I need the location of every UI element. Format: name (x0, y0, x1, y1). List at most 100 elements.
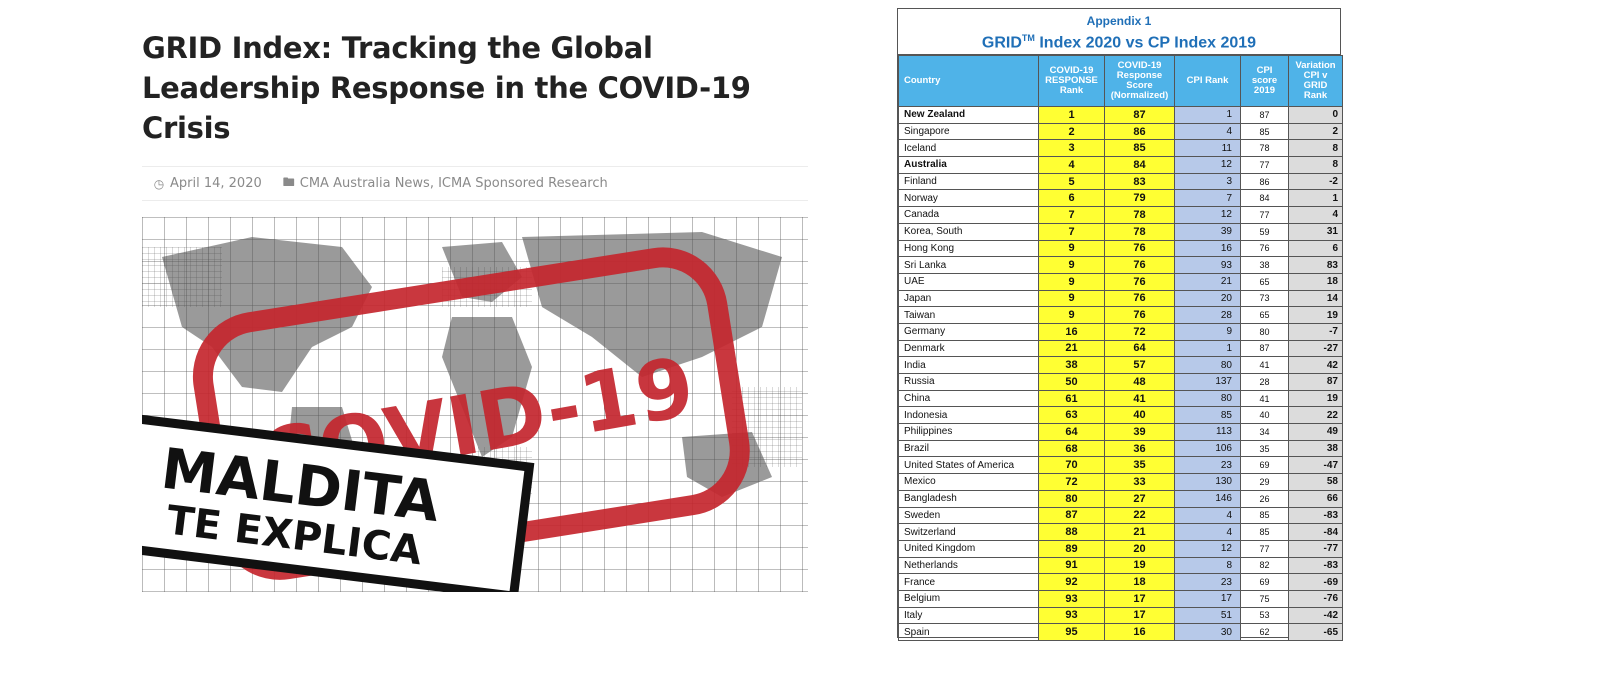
cpi-score-cell: 65 (1240, 306, 1289, 324)
table-row: Japan 9 76 20 73 14 (898, 289, 1343, 308)
header-cpi-score: CPI score 2019 (1240, 55, 1289, 107)
variation-cell: -83 (1288, 506, 1343, 525)
article-categories[interactable]: CMA Australia News, ICMA Sponsored Resea… (299, 176, 608, 191)
variation-cell: -76 (1288, 589, 1343, 608)
table-row: Russia 50 48 137 28 87 (898, 373, 1343, 391)
country-cell: Norway (898, 189, 1039, 208)
response-score-cell: 78 (1104, 206, 1175, 224)
cpi-score-cell: 69 (1240, 456, 1289, 475)
country-cell: New Zealand (898, 106, 1039, 124)
table-row: Netherlands 91 19 8 82 -83 (898, 556, 1343, 575)
cpi-rank-cell: 93 (1174, 256, 1241, 274)
response-score-cell: 17 (1104, 606, 1175, 625)
table-row: New Zealand 1 87 1 87 0 (898, 106, 1343, 124)
cpi-rank-cell: 21 (1174, 272, 1241, 291)
cpi-rank-cell: 17 (1174, 589, 1241, 608)
response-rank-cell: 88 (1038, 523, 1105, 541)
title-line-1: GRID Index: Tracking the Global (142, 31, 653, 65)
response-rank-cell: 72 (1038, 473, 1105, 491)
appendix-table-panel: Appendix 1 GRIDTM Index 2020 vs CP Index… (897, 8, 1343, 641)
response-rank-cell: 70 (1038, 456, 1105, 475)
country-cell: Philippines (898, 423, 1039, 441)
response-score-cell: 84 (1104, 156, 1175, 174)
table-row: Canada 7 78 12 77 4 (898, 206, 1343, 224)
cpi-score-cell: 78 (1240, 139, 1289, 158)
response-score-cell: 27 (1104, 489, 1175, 508)
table-row: Sweden 87 22 4 85 -83 (898, 506, 1343, 525)
country-cell: Iceland (898, 139, 1039, 158)
cpi-rank-cell: 113 (1174, 423, 1241, 441)
response-score-cell: 83 (1104, 172, 1175, 191)
response-rank-cell: 64 (1038, 423, 1105, 441)
response-rank-cell: 6 (1038, 189, 1105, 208)
country-cell: Spain (898, 623, 1039, 641)
article-title[interactable]: GRID Index: Tracking the Global Leadersh… (142, 28, 808, 148)
response-rank-cell: 38 (1038, 356, 1105, 374)
response-rank-cell: 1 (1038, 106, 1105, 124)
table-row: Singapore 2 86 4 85 2 (898, 122, 1343, 141)
response-score-cell: 76 (1104, 289, 1175, 308)
variation-cell: -65 (1288, 623, 1343, 641)
variation-cell: 87 (1288, 373, 1343, 391)
cpi-rank-cell: 4 (1174, 523, 1241, 541)
article-meta: ◷ April 14, 2020 🖿 CMA Australia News, I… (142, 166, 808, 201)
response-score-cell: 36 (1104, 439, 1175, 458)
cpi-score-cell: 41 (1240, 389, 1289, 408)
response-score-cell: 76 (1104, 306, 1175, 324)
table-row: Brazil 68 36 106 35 38 (898, 439, 1343, 458)
variation-cell: -42 (1288, 606, 1343, 625)
cpi-score-cell: 77 (1240, 156, 1289, 174)
country-cell: Russia (898, 373, 1039, 391)
country-cell: UAE (898, 272, 1039, 291)
cpi-rank-cell: 137 (1174, 373, 1241, 391)
variation-cell: -27 (1288, 339, 1343, 358)
response-rank-cell: 63 (1038, 406, 1105, 425)
country-cell: Indonesia (898, 406, 1039, 425)
response-score-cell: 76 (1104, 256, 1175, 274)
country-cell: United States of America (898, 456, 1039, 475)
table-header-row: Country COVID-19 RESPONSE Rank COVID-19 … (898, 55, 1343, 107)
table-row: Iceland 3 85 11 78 8 (898, 139, 1343, 158)
variation-cell: 49 (1288, 423, 1343, 441)
cpi-rank-cell: 106 (1174, 439, 1241, 458)
table-row: Finland 5 83 3 86 -2 (898, 172, 1343, 191)
response-rank-cell: 16 (1038, 322, 1105, 341)
response-rank-cell: 50 (1038, 373, 1105, 391)
table-row: India 38 57 80 41 42 (898, 356, 1343, 374)
variation-cell: -47 (1288, 456, 1343, 475)
response-score-cell: 40 (1104, 406, 1175, 425)
variation-cell: 58 (1288, 473, 1343, 491)
header-response-rank: COVID-19 RESPONSE Rank (1038, 55, 1105, 107)
country-cell: Bangladesh (898, 489, 1039, 508)
table-row: Mexico 72 33 130 29 58 (898, 473, 1343, 491)
table-row: Italy 93 17 51 53 -42 (898, 606, 1343, 625)
variation-cell: 6 (1288, 239, 1343, 258)
response-score-cell: 86 (1104, 122, 1175, 141)
country-cell: Denmark (898, 339, 1039, 358)
variation-cell: 31 (1288, 222, 1343, 241)
table-row: Spain 95 16 30 62 -65 (898, 623, 1343, 641)
table-row: UAE 9 76 21 65 18 (898, 272, 1343, 291)
table-row: United Kingdom 89 20 12 77 -77 (898, 539, 1343, 558)
response-rank-cell: 4 (1038, 156, 1105, 174)
response-rank-cell: 89 (1038, 539, 1105, 558)
country-cell: Brazil (898, 439, 1039, 458)
cpi-score-cell: 76 (1240, 239, 1289, 258)
response-score-cell: 64 (1104, 339, 1175, 358)
response-rank-cell: 9 (1038, 289, 1105, 308)
variation-cell: 1 (1288, 189, 1343, 208)
country-cell: Netherlands (898, 556, 1039, 575)
response-score-cell: 16 (1104, 623, 1175, 641)
country-cell: Belgium (898, 589, 1039, 608)
article-date[interactable]: April 14, 2020 (170, 176, 262, 191)
response-rank-cell: 3 (1038, 139, 1105, 158)
cpi-rank-cell: 80 (1174, 389, 1241, 408)
table-row: Sri Lanka 9 76 93 38 83 (898, 256, 1343, 274)
response-score-cell: 19 (1104, 556, 1175, 575)
response-score-cell: 87 (1104, 106, 1175, 124)
cpi-rank-cell: 4 (1174, 122, 1241, 141)
variation-cell: 18 (1288, 272, 1343, 291)
grid-cpi-table: Country COVID-19 RESPONSE Rank COVID-19 … (898, 55, 1343, 641)
response-score-cell: 17 (1104, 589, 1175, 608)
table-row: Bangladesh 80 27 146 26 66 (898, 489, 1343, 508)
